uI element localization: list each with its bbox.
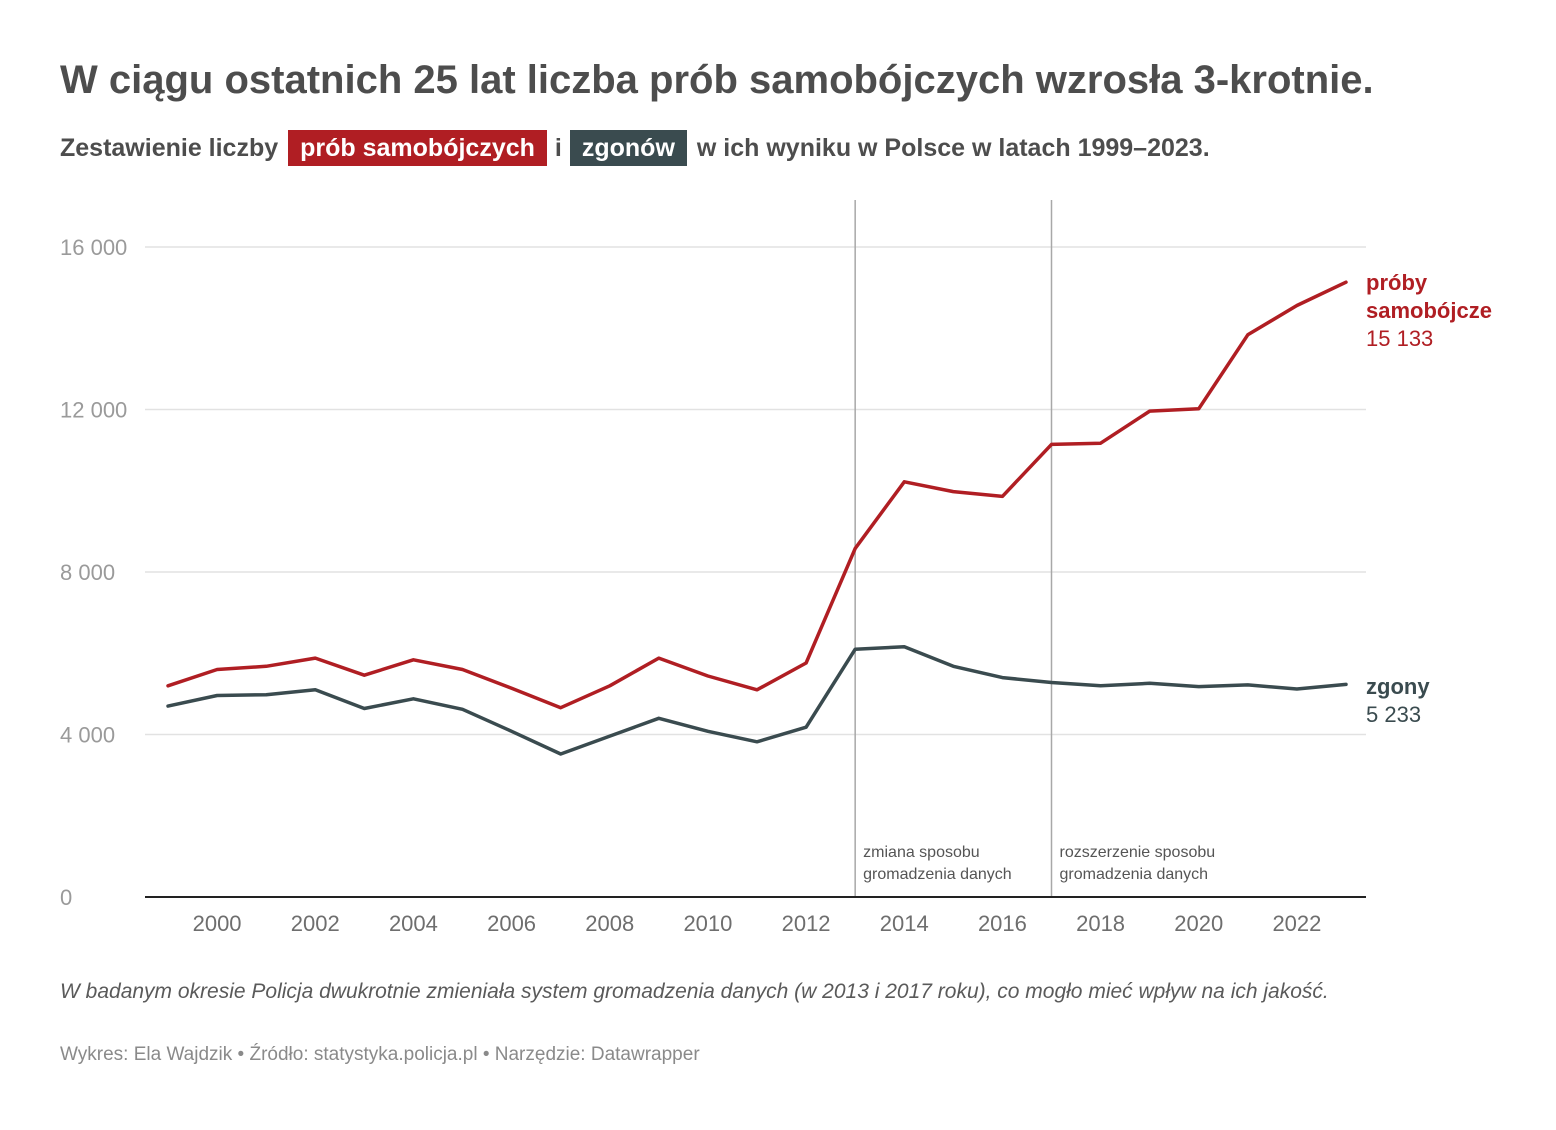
x-tick-label: 2010 xyxy=(683,911,732,936)
subtitle-conjunction: i xyxy=(554,133,562,162)
series-label-attempts: próby xyxy=(1366,270,1428,295)
annotation-label: rozszerzenie sposobu xyxy=(1060,844,1216,861)
series-line-deaths xyxy=(166,645,1348,756)
annotation-label: gromadzenia danych xyxy=(863,866,1012,883)
y-tick-label: 8 000 xyxy=(60,560,115,585)
x-tick-label: 2014 xyxy=(880,911,929,936)
series-value-label-deaths: 5 233 xyxy=(1366,702,1421,727)
subtitle-suffix: w ich wyniku w Polsce w latach 1999–2023… xyxy=(696,133,1210,162)
x-tick-label: 2008 xyxy=(585,911,634,936)
series-labels: próby samobójcze 15 133 zgony 5 233 xyxy=(1366,270,1492,727)
x-tick-label: 2000 xyxy=(193,911,242,936)
y-tick-label: 12 000 xyxy=(60,398,127,423)
x-tick-label: 2022 xyxy=(1272,911,1321,936)
chart-title: W ciągu ostatnich 25 lat liczba prób sam… xyxy=(60,58,1374,102)
chart-footer: Wykres: Ela Wajdzik • Źródło: statystyka… xyxy=(60,1044,700,1065)
series-lines xyxy=(166,280,1348,756)
annotation-label: gromadzenia danych xyxy=(1060,866,1209,883)
x-tick-label: 2016 xyxy=(978,911,1027,936)
x-tick-label: 2018 xyxy=(1076,911,1125,936)
series-label-deaths: zgony xyxy=(1366,674,1430,699)
chart-note: W badanym okresie Policja dwukrotnie zmi… xyxy=(60,980,1329,1003)
x-tick-label: 2006 xyxy=(487,911,536,936)
x-tick-label: 2004 xyxy=(389,911,438,936)
series-line-attempts xyxy=(166,280,1348,710)
y-tick-label: 16 000 xyxy=(60,235,127,260)
series-label-attempts: samobójcze xyxy=(1366,298,1492,323)
y-tick-label: 4 000 xyxy=(60,723,115,748)
x-tick-label: 2002 xyxy=(291,911,340,936)
x-tick-label: 2020 xyxy=(1174,911,1223,936)
subtitle-prefix: Zestawienie liczby xyxy=(60,133,279,162)
series-value-label-attempts: 15 133 xyxy=(1366,326,1433,351)
subtitle-deaths-highlight: zgonów xyxy=(569,130,687,166)
axes: 0 4 000 8 000 12 000 16 000 2000 2002 2004 2006 2… xyxy=(60,235,1366,936)
annotation-lines: zmiana sposobu gromadzenia danych rozszerz… xyxy=(854,200,1216,897)
x-tick-label: 2012 xyxy=(782,911,831,936)
subtitle-attempts-highlight: prób samobójczych xyxy=(288,130,547,166)
y-tick-label: 0 xyxy=(60,885,72,910)
chart-subtitle: Zestawienie liczby prób samobójczych i z… xyxy=(60,128,1210,168)
annotation-label: zmiana sposobu xyxy=(863,844,980,861)
line-chart: zmiana sposobu gromadzenia danych rozszerz… xyxy=(60,200,1492,936)
